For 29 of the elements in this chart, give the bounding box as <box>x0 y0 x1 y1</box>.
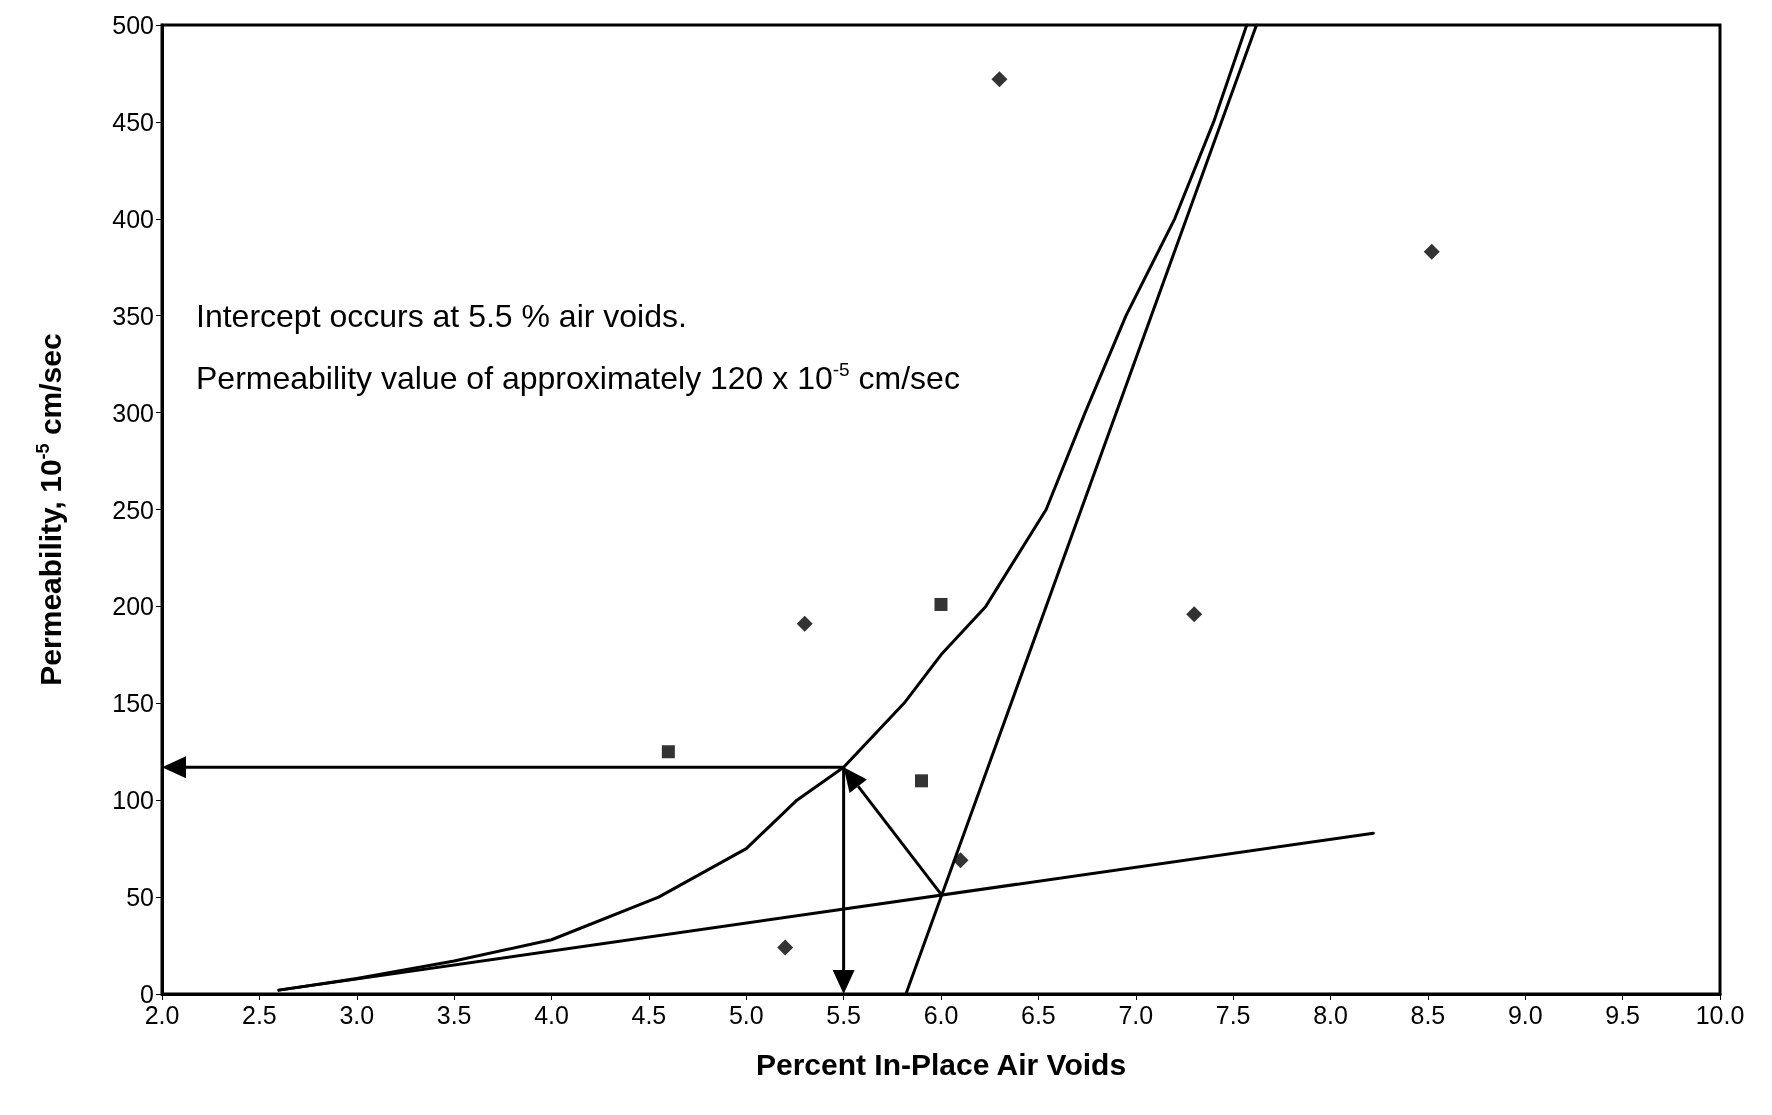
y-tick-label: 100 <box>112 786 154 815</box>
x-tick-label: 9.0 <box>1507 1000 1543 1029</box>
x-tick-label: 6.5 <box>1020 1000 1056 1029</box>
y-tick-label: 200 <box>112 592 154 621</box>
y-tick-label: 450 <box>112 107 154 136</box>
y-tick-label: 500 <box>112 11 154 39</box>
y-tick-label: 50 <box>126 883 154 912</box>
y-tick-label: 300 <box>112 398 154 427</box>
x-tick-label: 3.0 <box>339 1000 375 1029</box>
y-tick-label: 250 <box>112 495 154 524</box>
x-tick-label: 2.5 <box>241 1000 277 1029</box>
y-tick-label: 400 <box>112 204 154 233</box>
x-axis-title: Percent In-Place Air Voids <box>755 1047 1127 1081</box>
y-tick-label: 150 <box>112 689 154 718</box>
y-tick-label: 350 <box>112 301 154 330</box>
x-tick-label: 7.5 <box>1215 1000 1251 1029</box>
x-tick-label: 4.5 <box>631 1000 667 1029</box>
y-axis-title: Permeability, 10-5 cm/sec <box>33 333 67 686</box>
annotation: Intercept occurs at 5.5 % air voids. <box>196 298 687 334</box>
x-tick-label: 7.0 <box>1118 1000 1154 1029</box>
x-tick-label: 4.0 <box>534 1000 569 1029</box>
x-tick-label: 9.5 <box>1605 1000 1641 1029</box>
x-tick-label: 8.5 <box>1410 1000 1446 1029</box>
x-tick-label: 10.0 <box>1695 1000 1745 1029</box>
x-tick-label: 8.0 <box>1313 1000 1348 1029</box>
x-tick-label: 6.0 <box>923 1000 959 1029</box>
x-tick-label: 5.5 <box>826 1000 862 1029</box>
x-tick-label: 3.5 <box>436 1000 472 1029</box>
x-tick-label: 5.0 <box>728 1000 764 1029</box>
